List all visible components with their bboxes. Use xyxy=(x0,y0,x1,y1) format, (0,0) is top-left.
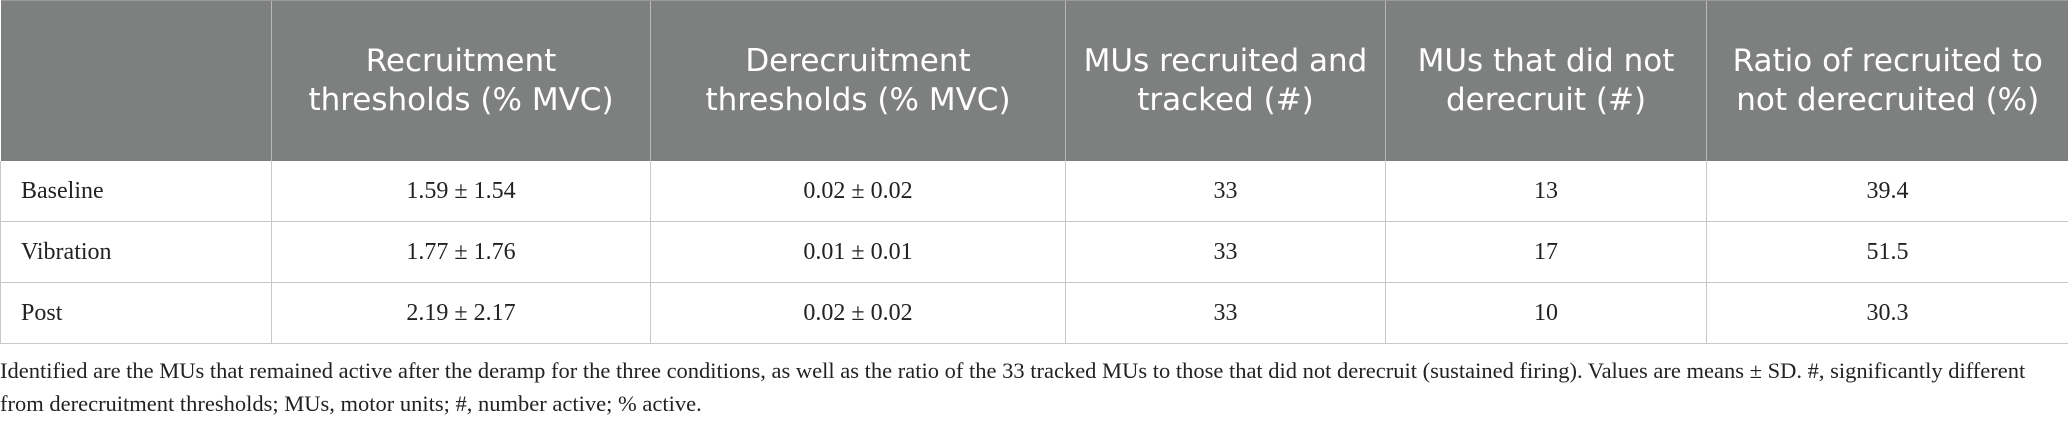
cell-derecruitment: 0.02 ± 0.02 xyxy=(650,282,1066,344)
cell-ratio: 30.3 xyxy=(1706,282,2068,344)
cell-ratio: 51.5 xyxy=(1706,221,2068,283)
header-ratio: Ratio of recruited to not derecruited (%… xyxy=(1706,0,2068,161)
header-row: Recruitment thresholds (% MVC) Derecruit… xyxy=(0,0,2068,161)
table-container: Recruitment thresholds (% MVC) Derecruit… xyxy=(0,0,2068,344)
cell-not-derecruit: 10 xyxy=(1385,282,1707,344)
results-table: Recruitment thresholds (% MVC) Derecruit… xyxy=(0,0,2068,344)
cell-derecruitment: 0.01 ± 0.01 xyxy=(650,221,1066,283)
row-label: Baseline xyxy=(0,161,272,222)
cell-ratio: 39.4 xyxy=(1706,161,2068,222)
header-derecruitment-thresholds: Derecruitment thresholds (% MVC) xyxy=(650,0,1066,161)
cell-recruited-tracked: 33 xyxy=(1065,221,1386,283)
table-header: Recruitment thresholds (% MVC) Derecruit… xyxy=(0,0,2068,161)
header-mus-not-derecruit: MUs that did not derecruit (#) xyxy=(1385,0,1707,161)
cell-derecruitment: 0.02 ± 0.02 xyxy=(650,161,1066,222)
cell-recruited-tracked: 33 xyxy=(1065,161,1386,222)
table-row: Baseline 1.59 ± 1.54 0.02 ± 0.02 33 13 3… xyxy=(0,161,2068,222)
row-label: Vibration xyxy=(0,221,272,283)
table-row: Post 2.19 ± 2.17 0.02 ± 0.02 33 10 30.3 xyxy=(0,282,2068,344)
header-recruitment-thresholds: Recruitment thresholds (% MVC) xyxy=(271,0,651,161)
header-mus-recruited-tracked: MUs recruited and tracked (#) xyxy=(1065,0,1386,161)
cell-recruited-tracked: 33 xyxy=(1065,282,1386,344)
cell-recruitment: 2.19 ± 2.17 xyxy=(271,282,651,344)
cell-recruitment: 1.59 ± 1.54 xyxy=(271,161,651,222)
row-label: Post xyxy=(0,282,272,344)
cell-not-derecruit: 13 xyxy=(1385,161,1707,222)
cell-recruitment: 1.77 ± 1.76 xyxy=(271,221,651,283)
table-body: Baseline 1.59 ± 1.54 0.02 ± 0.02 33 13 3… xyxy=(0,161,2068,344)
header-empty xyxy=(0,0,272,161)
table-footnote: Identified are the MUs that remained act… xyxy=(0,358,2026,416)
cell-not-derecruit: 17 xyxy=(1385,221,1707,283)
table-row: Vibration 1.77 ± 1.76 0.01 ± 0.01 33 17 … xyxy=(0,221,2068,283)
